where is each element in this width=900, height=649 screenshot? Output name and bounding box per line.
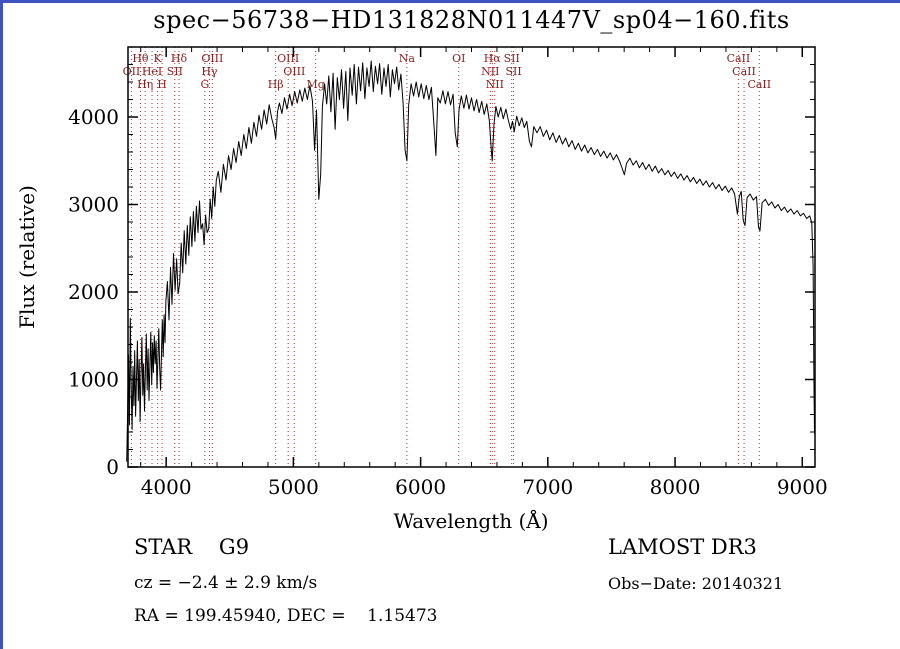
y-tick-label: 0 [106, 455, 119, 479]
spectral-line-label: CaII [747, 78, 771, 91]
x-axis-title: Wavelength (Å) [393, 508, 548, 533]
spectral-line-label: CaII [732, 65, 756, 78]
spectral-line-label: OII [123, 65, 141, 78]
spectral-line-label: Hα [484, 52, 502, 65]
spectral-line-label: OIII [277, 52, 299, 65]
y-tick-label: 1000 [68, 368, 119, 392]
spectral-line-label: OIII [201, 52, 223, 65]
obs-date-value: Obs−Date: 20140321 [608, 574, 784, 593]
x-tick-label: 6000 [395, 475, 446, 499]
spectral-line-label: NII [481, 65, 499, 78]
radial-velocity-value: cz = −2.4 ± 2.9 km/s [134, 573, 318, 593]
spectral-line-label: OIII [283, 65, 305, 78]
spectral-line-label: SII [167, 65, 183, 78]
spectral-line-label: Na [399, 52, 416, 65]
spectral-line-label: NII [486, 78, 504, 91]
y-tick-label: 3000 [68, 193, 119, 217]
spectral-line-label: Hη [137, 78, 153, 91]
spectral-line-label: OI [452, 52, 465, 65]
spectral-line-label: Hγ [201, 65, 218, 78]
x-tick-label: 8000 [650, 475, 701, 499]
spectral-line-label: Mg [306, 78, 324, 91]
spectral-line-label: Hβ [268, 78, 284, 91]
spectral-line-label: K [154, 52, 163, 65]
x-tick-label: 7000 [522, 475, 573, 499]
x-tick-label: 9000 [777, 475, 828, 499]
plot-title: spec−56738−HD131828N011447V_sp04−160.fit… [153, 6, 790, 34]
spectral-line-label: SII [505, 65, 521, 78]
spectral-line-label: G [200, 78, 209, 91]
y-tick-label: 4000 [68, 105, 119, 129]
x-tick-label: 4000 [141, 475, 192, 499]
spectral-line-label: CaII [727, 52, 751, 65]
spectral-line-label: Hθ [132, 52, 149, 65]
x-tick-label: 5000 [268, 475, 319, 499]
spectral-line-label: H [157, 78, 167, 91]
ra-dec-value: RA = 199.45940, DEC = 1.15473 [134, 606, 438, 626]
plot-frame [127, 46, 816, 468]
window-border-left [0, 0, 3, 649]
object-class-label: STAR G9 [134, 535, 250, 559]
spectrum-line [126, 60, 815, 462]
spectral-line-label: SII [504, 52, 520, 65]
y-axis-title: Flux (relative) [15, 185, 39, 329]
spectral-line-label: HeI [142, 65, 162, 78]
spectral-line-label: Hδ [171, 52, 188, 65]
window-border-top [0, 0, 900, 3]
survey-release-label: LAMOST DR3 [608, 535, 757, 559]
y-tick-label: 2000 [68, 280, 119, 304]
